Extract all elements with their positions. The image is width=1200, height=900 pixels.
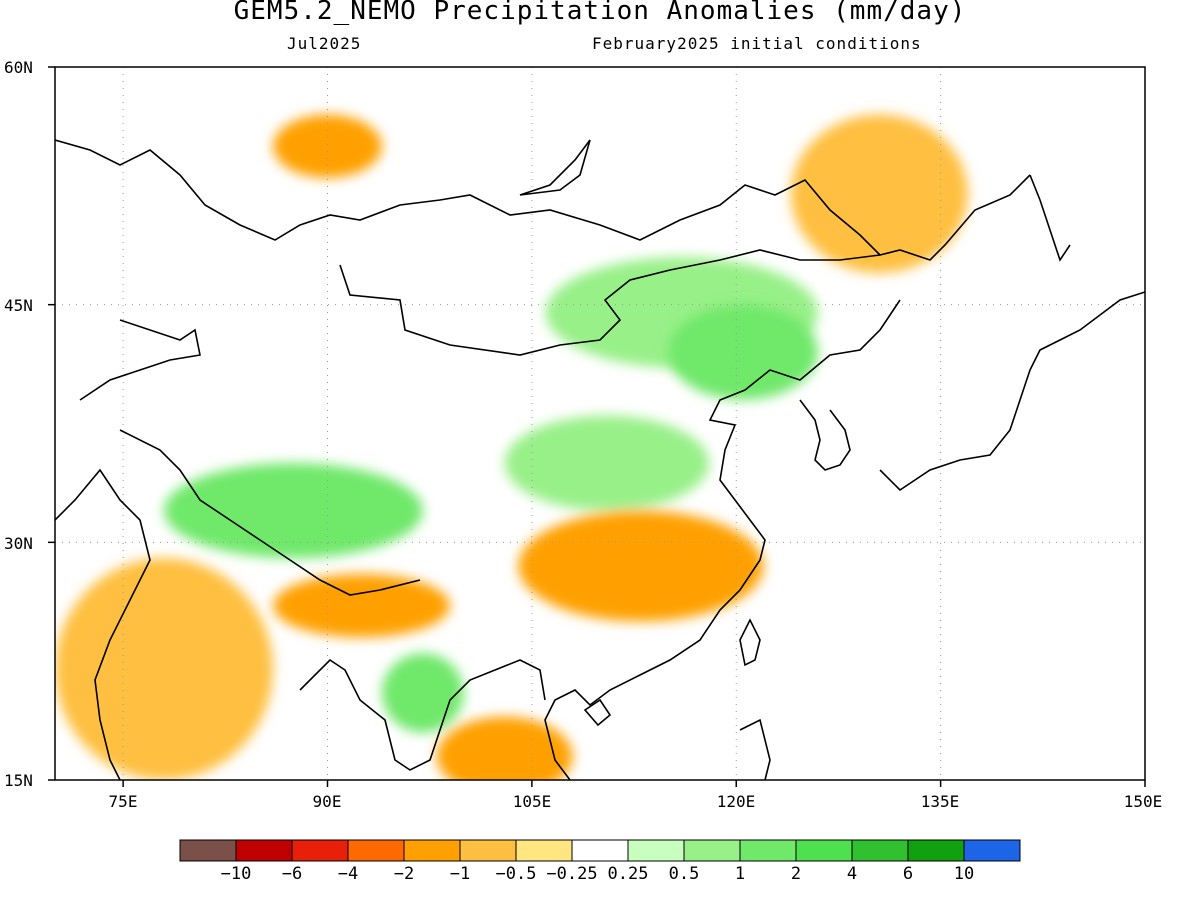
colorbar-swatch-3 — [347, 839, 405, 862]
anomaly-region-4 — [518, 510, 764, 622]
colorbar-swatch-14 — [963, 839, 1021, 862]
colorbar-label: −2 — [393, 864, 415, 884]
colorbar-swatch-2 — [291, 839, 349, 862]
colorbar-label: −6 — [281, 864, 303, 884]
colorbar-label: −0.5 — [495, 864, 537, 884]
map-frame — [54, 66, 1146, 781]
colorbar-label: −4 — [337, 864, 359, 884]
colorbar-swatch-6 — [515, 839, 573, 862]
anomaly-region-2 — [164, 463, 423, 559]
lon-label-75e: 75E — [108, 792, 138, 811]
lon-label-135e: 135E — [920, 792, 960, 811]
anomaly-region-10 — [273, 114, 382, 178]
colorbar-swatch-11 — [795, 839, 853, 862]
colorbar-swatch-12 — [851, 839, 909, 862]
colorbar-label: 1 — [734, 864, 746, 884]
lon-label-120e: 120E — [716, 792, 756, 811]
anomaly-region-5 — [273, 574, 451, 638]
anomaly-region-3 — [504, 415, 709, 511]
axis-ticks — [48, 66, 1146, 787]
colorbar-swatch-5 — [459, 839, 517, 862]
coastlines-borders — [55, 139, 1145, 780]
colorbar-label: −1 — [449, 864, 471, 884]
anomaly-region-9 — [790, 114, 968, 273]
lat-label-60n: 60N — [4, 58, 33, 77]
colorbar-swatch-4 — [403, 839, 461, 862]
colorbar-label: 10 — [953, 864, 975, 884]
colorbar-swatch-0 — [179, 839, 237, 862]
lon-label-150e: 150E — [1123, 792, 1163, 811]
colorbar-label: −0.25 — [546, 864, 598, 884]
lat-label-45n: 45N — [4, 296, 33, 315]
lon-label-105e: 105E — [512, 792, 552, 811]
colorbar-swatch-13 — [907, 839, 965, 862]
initial-conditions: February2025 initial conditions — [592, 34, 922, 53]
colorbar-label: 4 — [846, 864, 858, 884]
anomaly-regions — [55, 114, 968, 780]
anomaly-region-7 — [382, 653, 464, 733]
anomaly-region-1 — [668, 304, 818, 400]
colorbar-swatch-1 — [235, 839, 293, 862]
anomaly-region-6 — [55, 558, 273, 780]
lat-label-15n: 15N — [4, 771, 33, 790]
colorbar-label: 0.25 — [607, 864, 649, 884]
colorbar-label: 6 — [902, 864, 914, 884]
colorbar-label: 2 — [790, 864, 802, 884]
colorbar-swatch-8 — [627, 839, 685, 862]
colorbar — [179, 839, 1021, 862]
colorbar-swatch-7 — [571, 839, 629, 862]
colorbar-swatch-10 — [739, 839, 797, 862]
anomaly-region-8 — [436, 716, 573, 780]
lon-label-90e: 90E — [312, 792, 342, 811]
colorbar-label: 0.5 — [668, 864, 700, 884]
colorbar-label: −10 — [220, 864, 252, 884]
colorbar-swatch-9 — [683, 839, 741, 862]
lat-label-30n: 30N — [4, 534, 33, 553]
forecast-month: Jul2025 — [287, 34, 362, 53]
chart-title: GEM5.2_NEMO Precipitation Anomalies (mm/… — [233, 0, 967, 26]
